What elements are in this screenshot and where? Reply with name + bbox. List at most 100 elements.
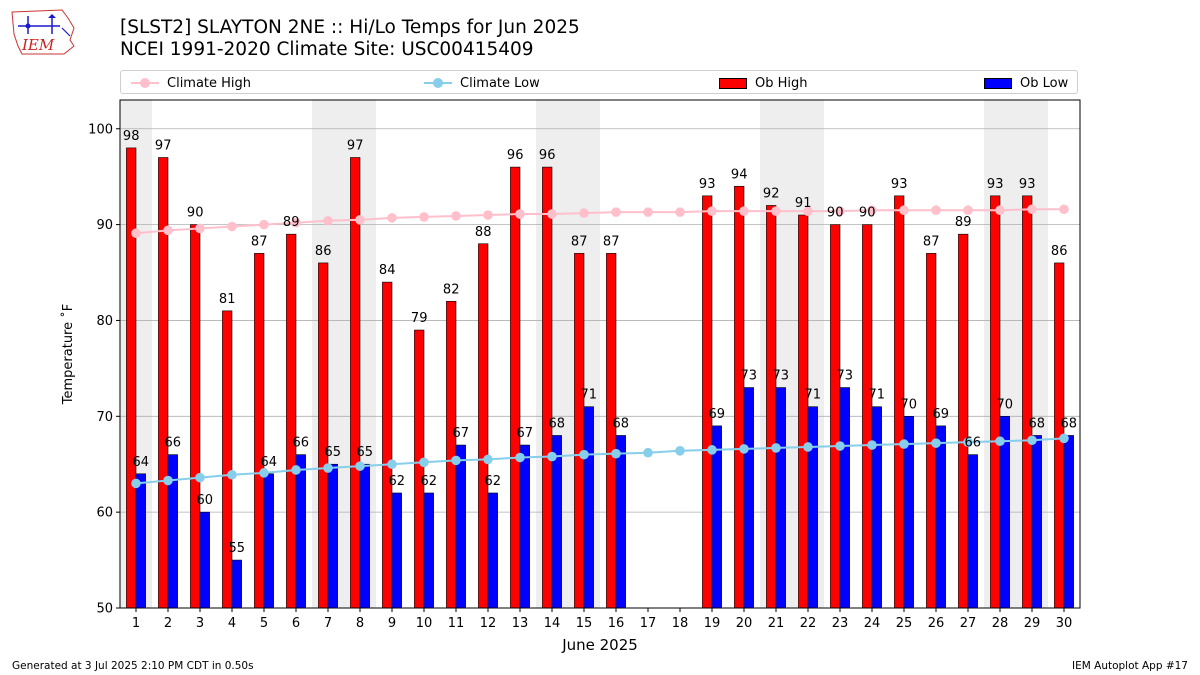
x-tick-label: 14 bbox=[544, 616, 561, 631]
ob-high-value-label: 93 bbox=[891, 177, 908, 192]
climate-high-point bbox=[579, 208, 589, 218]
ob-low-bar bbox=[487, 492, 498, 609]
x-tick-label: 23 bbox=[832, 616, 849, 631]
climate-high-line-icon bbox=[131, 78, 159, 88]
ob-low-bar bbox=[615, 435, 626, 609]
ob-low-bar bbox=[135, 473, 146, 609]
ob-high-value-label: 82 bbox=[443, 282, 460, 297]
ob-high-value-label: 89 bbox=[955, 215, 972, 230]
climate-high-point bbox=[1027, 204, 1037, 215]
climate-high-point bbox=[835, 206, 845, 216]
ob-low-value-label: 67 bbox=[517, 426, 534, 441]
ob-low-value-label: 62 bbox=[421, 474, 438, 489]
x-tick-label: 24 bbox=[864, 616, 881, 631]
ob-high-value-label: 86 bbox=[315, 244, 332, 259]
iem-logo-text: IEM bbox=[21, 36, 55, 54]
ob-high-value-label: 87 bbox=[923, 234, 940, 249]
legend-label-climate-high: Climate High bbox=[167, 75, 252, 91]
x-axis-label: June 2025 bbox=[561, 636, 638, 654]
ob-high-value-label: 90 bbox=[187, 206, 204, 221]
x-tick-label: 17 bbox=[640, 616, 657, 631]
ob-low-bar bbox=[775, 387, 786, 609]
climate-low-point bbox=[835, 441, 845, 451]
climate-low-point bbox=[419, 457, 429, 468]
x-tick-label: 10 bbox=[416, 616, 433, 631]
ob-low-value-label: 73 bbox=[773, 369, 790, 384]
ob-high-value-label: 87 bbox=[251, 234, 268, 249]
ob-high-value-label: 97 bbox=[347, 139, 364, 154]
ob-high-value-label: 93 bbox=[987, 177, 1004, 192]
ob-low-bar bbox=[935, 425, 946, 609]
climate-high-point bbox=[163, 225, 173, 236]
ob-low-bar bbox=[967, 454, 978, 609]
x-tick-label: 1 bbox=[132, 616, 140, 631]
climate-high-point bbox=[419, 212, 429, 222]
climate-low-point bbox=[227, 469, 237, 480]
ob-low-value-label: 66 bbox=[165, 436, 182, 451]
climate-low-point bbox=[323, 463, 333, 473]
ob-high-bar bbox=[382, 281, 393, 609]
ob-low-bar bbox=[551, 435, 562, 609]
x-tick-label: 21 bbox=[768, 616, 785, 631]
climate-low-point bbox=[355, 461, 365, 471]
ob-high-value-label: 93 bbox=[1019, 177, 1036, 192]
ob-high-value-label: 90 bbox=[827, 206, 844, 221]
x-tick-label: 28 bbox=[992, 616, 1009, 631]
ob-high-swatch-icon bbox=[719, 77, 747, 89]
ob-high-bar bbox=[926, 253, 937, 609]
climate-high-point bbox=[611, 207, 621, 217]
climate-high-point bbox=[643, 207, 653, 217]
climate-low-point bbox=[643, 447, 653, 458]
ob-high-bar bbox=[254, 253, 265, 609]
ob-low-value-label: 73 bbox=[837, 369, 854, 384]
ob-low-value-label: 73 bbox=[741, 369, 758, 384]
climate-high-point bbox=[195, 223, 205, 234]
app-id-label: IEM Autoplot App #17 bbox=[1072, 660, 1188, 672]
climate-high-point bbox=[451, 211, 461, 221]
ob-high-bar bbox=[318, 262, 329, 609]
generated-timestamp: Generated at 3 Jul 2025 2:10 PM CDT in 0… bbox=[12, 660, 254, 672]
ob-high-bar bbox=[350, 157, 361, 609]
climate-high-point bbox=[387, 213, 397, 223]
ob-high-value-label: 90 bbox=[859, 206, 876, 221]
ob-low-swatch-icon bbox=[984, 77, 1012, 89]
ob-low-bar bbox=[327, 463, 338, 609]
climate-high-point bbox=[803, 206, 813, 216]
x-tick-label: 12 bbox=[480, 616, 497, 631]
x-tick-label: 30 bbox=[1056, 616, 1073, 631]
x-tick-label: 27 bbox=[960, 616, 977, 631]
x-tick-label: 3 bbox=[196, 616, 204, 631]
climate-low-point bbox=[131, 478, 141, 489]
ob-high-value-label: 92 bbox=[763, 186, 780, 201]
climate-low-point bbox=[291, 465, 301, 475]
ob-low-value-label: 66 bbox=[965, 436, 982, 451]
climate-low-point bbox=[675, 446, 685, 456]
ob-high-value-label: 87 bbox=[571, 234, 588, 249]
climate-low-point bbox=[611, 448, 621, 459]
ob-high-value-label: 84 bbox=[379, 263, 396, 278]
ob-low-value-label: 70 bbox=[997, 397, 1014, 412]
x-tick-label: 11 bbox=[448, 616, 465, 631]
plot-frame bbox=[119, 99, 1081, 609]
ob-high-bar bbox=[798, 214, 809, 609]
x-tick-label: 9 bbox=[388, 616, 396, 631]
climate-high-point bbox=[515, 209, 525, 219]
x-tick-label: 16 bbox=[608, 616, 625, 631]
climate-high-point bbox=[547, 209, 557, 219]
climate-low-point bbox=[387, 459, 397, 470]
climate-high-point bbox=[995, 205, 1005, 216]
x-tick-label: 6 bbox=[292, 616, 300, 631]
climate-low-point bbox=[771, 443, 781, 453]
legend-item-ob-low: Ob Low bbox=[984, 74, 1068, 92]
chart-legend: Climate High Climate Low Ob High Ob Low bbox=[120, 70, 1078, 94]
climate-low-line-icon bbox=[424, 78, 452, 88]
ob-low-value-label: 62 bbox=[485, 474, 502, 489]
climate-low-point bbox=[931, 438, 941, 448]
ob-low-bar bbox=[1063, 435, 1074, 609]
y-tick-label: 80 bbox=[96, 314, 113, 329]
ob-high-bar bbox=[286, 233, 297, 609]
ob-high-value-label: 86 bbox=[1051, 244, 1068, 259]
climate-low-point bbox=[899, 439, 909, 449]
ob-high-value-label: 96 bbox=[539, 148, 556, 163]
y-tick-label: 70 bbox=[96, 410, 113, 425]
